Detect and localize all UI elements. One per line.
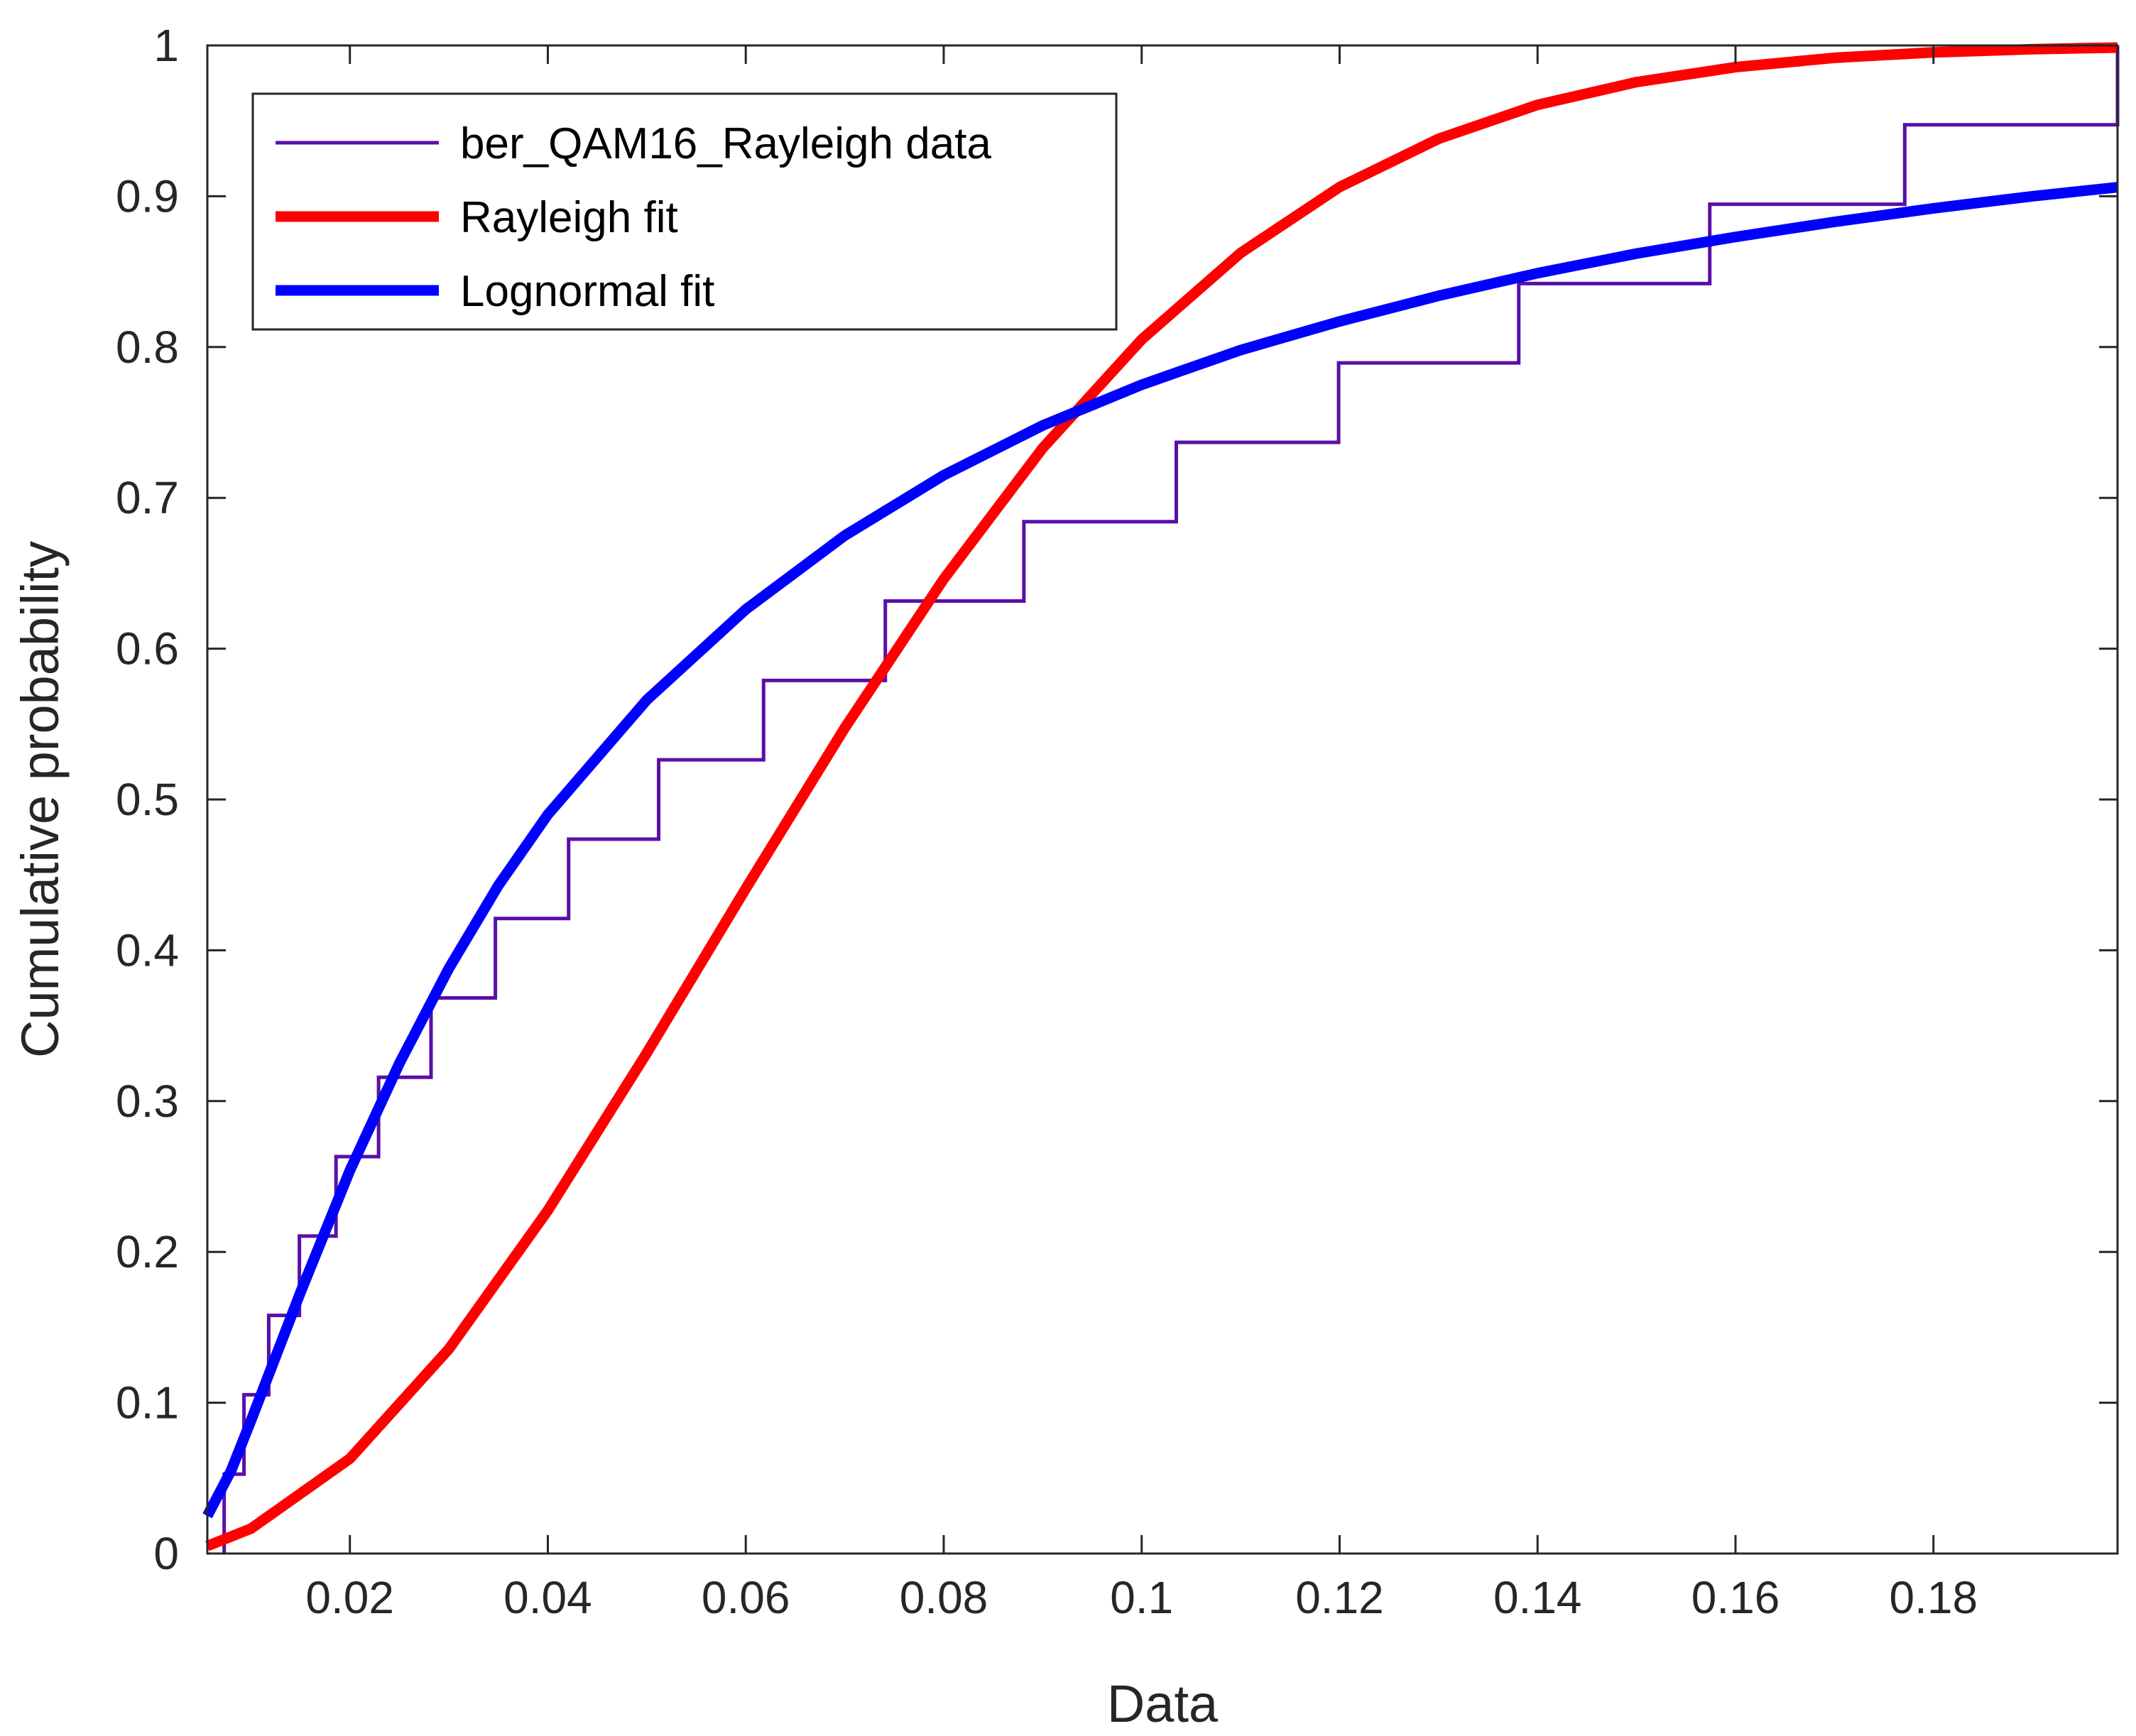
- x-tick-label: 0.1: [1110, 1572, 1173, 1623]
- y-tick-label: 0.8: [116, 322, 179, 373]
- y-axis-title: Cumulative probability: [11, 541, 70, 1058]
- y-tick-label: 0: [153, 1528, 179, 1579]
- y-tick-label: 0.2: [116, 1226, 179, 1277]
- x-tick-label: 0.14: [1493, 1572, 1582, 1623]
- x-tick-label: 0.02: [305, 1572, 394, 1623]
- y-tick-label: 0.1: [116, 1377, 179, 1429]
- x-tick-label: 0.12: [1295, 1572, 1384, 1623]
- y-tick-label: 0.6: [116, 623, 179, 675]
- y-tick-label: 0.7: [116, 472, 179, 523]
- y-tick-label: 0.5: [116, 774, 179, 825]
- x-tick-label: 0.18: [1889, 1572, 1978, 1623]
- x-tick-label: 0.08: [900, 1572, 988, 1623]
- legend-label-data: ber_QAM16_Rayleigh data: [460, 119, 991, 168]
- series-layer: [202, 42, 2120, 1554]
- x-tick-label: 0.16: [1691, 1572, 1780, 1623]
- legend-label-lognormal: Lognormal fit: [460, 267, 714, 316]
- series-lognormal-fit-line: [202, 182, 2118, 1519]
- y-tick-label: 0.3: [116, 1076, 179, 1127]
- legend: ber_QAM16_Rayleigh data Rayleigh fit Log…: [251, 92, 1118, 331]
- y-tick-label: 0.9: [116, 170, 179, 222]
- y-tick-label: 0.4: [116, 924, 179, 976]
- y-tick-label: 1: [153, 20, 179, 71]
- legend-label-rayleigh: Rayleigh fit: [460, 193, 678, 242]
- x-axis-title: Data: [1107, 1674, 1219, 1733]
- x-tick-label: 0.06: [702, 1572, 790, 1623]
- x-tick-label: 0.04: [503, 1572, 592, 1623]
- series-rayleigh-fit-line: [205, 42, 2118, 1551]
- ticks-layer: 0.02 0.04 0.06 0.08 0.1 0.12 0.14 0.16 0.18 0 0.1 0…: [116, 20, 2118, 1623]
